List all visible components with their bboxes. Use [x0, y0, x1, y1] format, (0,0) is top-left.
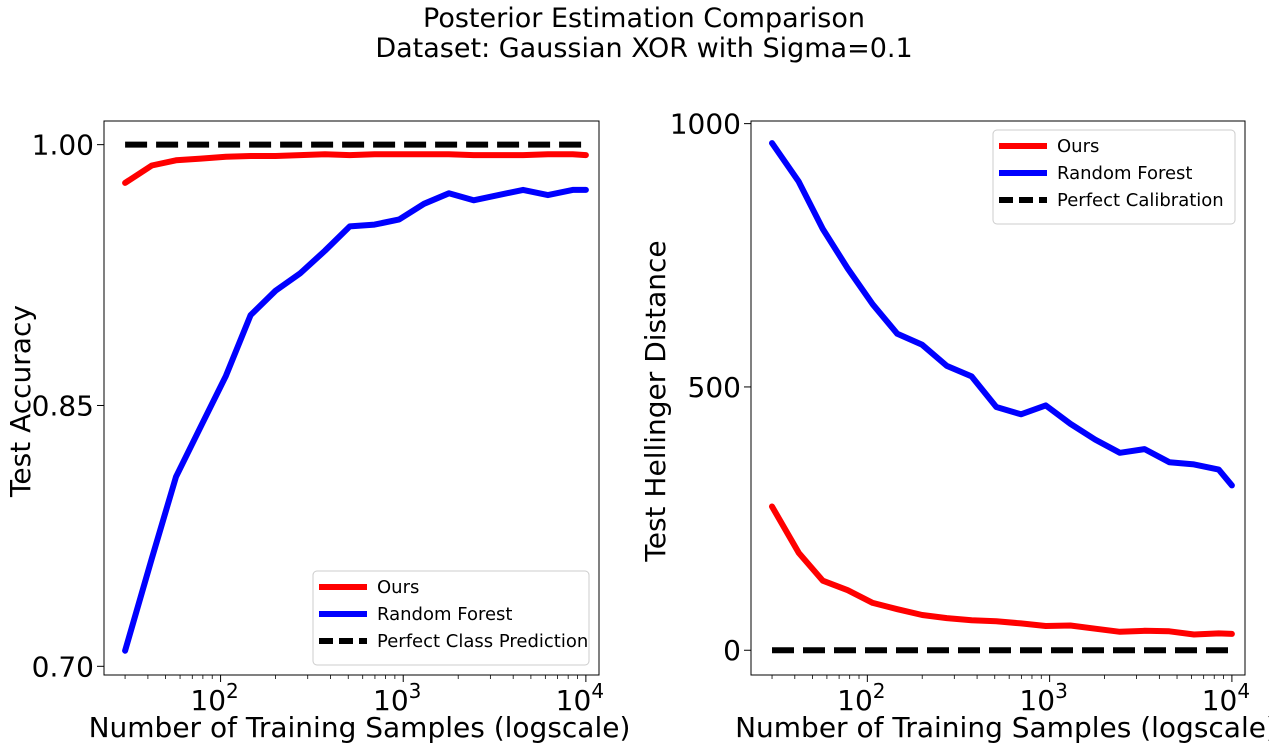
figure-title-line2: Dataset: Gaussian XOR with Sigma=0.1 — [375, 33, 912, 64]
accuracy-chart: 102 103 104 0.70 0.85 1.00 Number of Training … — [4, 120, 631, 744]
accuracy-series-group — [122, 141, 589, 654]
hellinger-y-tick-label: 0 — [723, 634, 741, 667]
figure-title-line1: Posterior Estimation Comparison — [423, 3, 865, 34]
accuracy-legend: Ours Random Forest Perfect Class Predictio… — [312, 570, 590, 666]
accuracy-legend-box — [312, 570, 590, 666]
accuracy-plot-frame — [103, 120, 600, 676]
accuracy-y-tick-label: 0.85 — [32, 389, 94, 422]
hellinger-x-tick-label: 102 — [837, 679, 885, 717]
hellinger-legend: Ours Random Forest Perfect Calibration — [992, 129, 1236, 225]
accuracy-series-ours — [122, 151, 589, 186]
hellinger-series-group — [769, 140, 1235, 654]
hellinger-legend-label: Ours — [1057, 136, 1099, 157]
accuracy-y-axis-label: Test Accuracy — [4, 305, 37, 498]
hellinger-y-axis-label: Test Hellinger Distance — [639, 240, 672, 562]
hellinger-series-random-forest — [769, 140, 1235, 489]
accuracy-y-tick-label: 1.00 — [32, 129, 94, 162]
accuracy-x-tick-label: 102 — [190, 679, 238, 717]
accuracy-x-tick-label: 103 — [373, 679, 421, 717]
hellinger-y-tick-label: 500 — [688, 371, 741, 404]
hellinger-legend-box — [992, 129, 1236, 225]
accuracy-y-tick-label: 0.70 — [32, 650, 94, 683]
hellinger-x-tick-label: 104 — [1202, 679, 1250, 717]
hellinger-x-tick-label: 103 — [1019, 679, 1067, 717]
hellinger-x-axis-label: Number of Training Samples (logscale) — [735, 711, 1269, 744]
accuracy-x-axis-label: Number of Training Samples (logscale) — [89, 711, 631, 744]
accuracy-legend-label: Random Forest — [377, 604, 512, 625]
accuracy-series-random-forest — [122, 186, 589, 654]
hellinger-legend-label: Random Forest — [1057, 163, 1192, 184]
hellinger-plot-frame — [750, 120, 1246, 676]
hellinger-series-ours — [769, 503, 1235, 638]
hellinger-y-tick-label: 1000 — [670, 108, 741, 141]
accuracy-x-tick-label: 104 — [556, 679, 604, 717]
accuracy-legend-label: Ours — [377, 577, 419, 598]
accuracy-legend-label: Perfect Class Prediction — [377, 631, 588, 652]
hellinger-chart: 102 103 104 0 500 1000 Number of Training Samp… — [639, 108, 1269, 744]
hellinger-legend-label: Perfect Calibration — [1057, 190, 1224, 211]
